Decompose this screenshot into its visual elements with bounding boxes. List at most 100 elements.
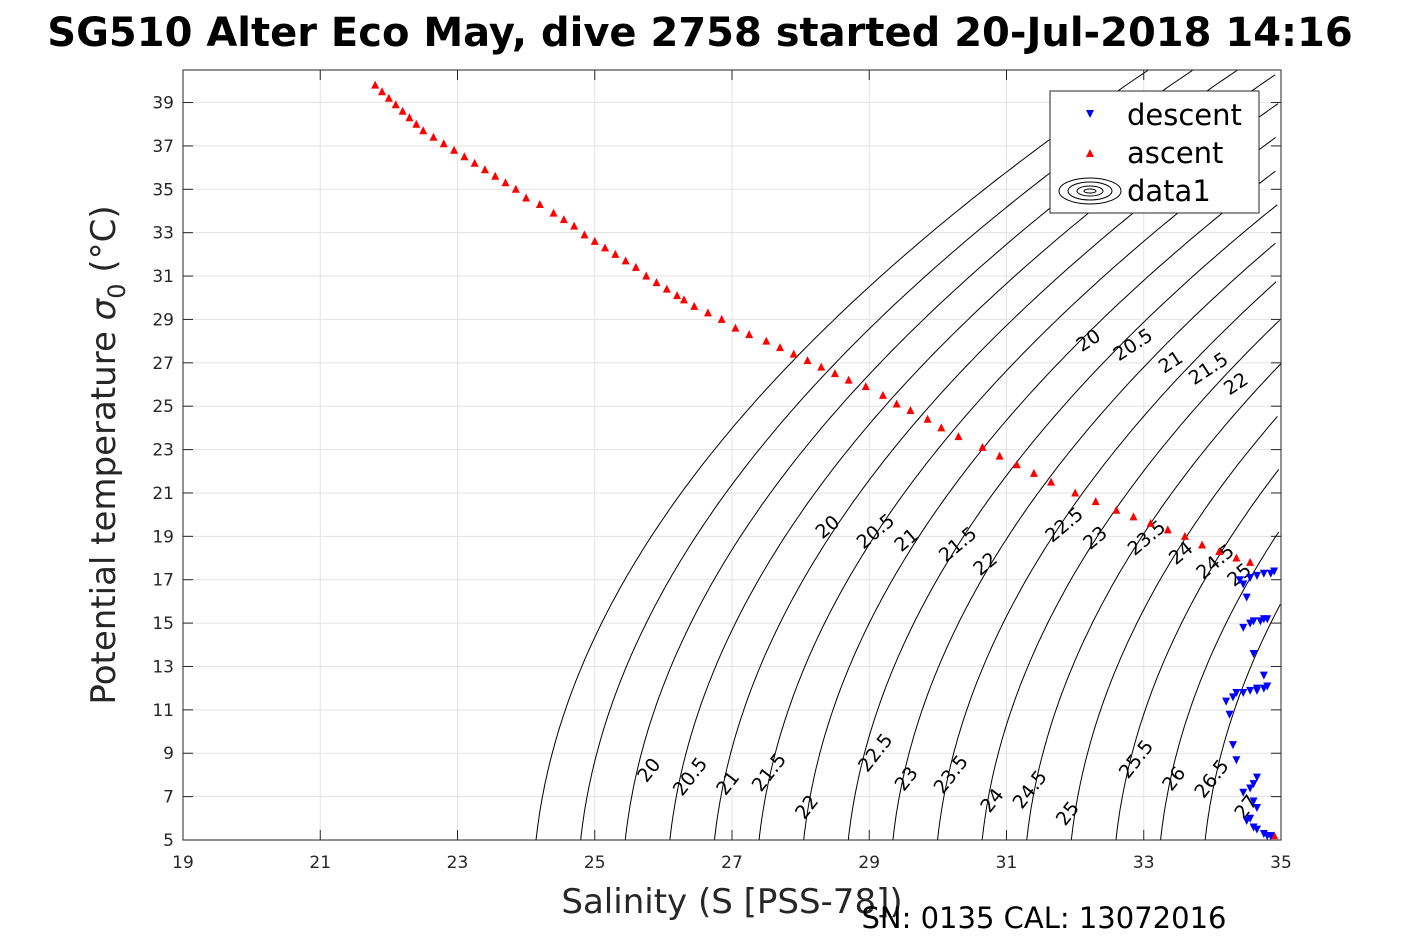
ascent-point <box>378 87 387 96</box>
ascent-point <box>570 221 579 230</box>
x-tick-label: 27 <box>721 853 743 873</box>
ascent-point <box>405 113 414 122</box>
ascent-point <box>501 178 510 187</box>
ascent-point <box>954 432 963 441</box>
descent-point <box>1232 689 1241 698</box>
ascent-point <box>776 343 785 352</box>
descent-point <box>1228 741 1237 750</box>
descent-point <box>1246 574 1255 583</box>
ascent-point <box>789 349 798 358</box>
isopycnal-line <box>535 69 1149 841</box>
ascent-point <box>803 356 812 365</box>
ascent-point <box>535 199 544 208</box>
y-tick-label: 37 <box>152 137 174 157</box>
descent-point <box>1246 814 1255 823</box>
ascent-point <box>601 243 610 252</box>
ascent-point <box>995 451 1004 460</box>
legend-ascent-label: ascent <box>1127 136 1223 170</box>
y-axis-label: Potential temperature σ0 (°C) <box>84 205 131 704</box>
y-tick-label: 35 <box>152 180 174 200</box>
isopycnal-line <box>1115 469 1280 841</box>
descent-point <box>1242 593 1251 602</box>
descent-point <box>1249 617 1258 626</box>
isopycnal-line <box>1070 416 1278 841</box>
y-tick-label: 11 <box>152 701 174 721</box>
ascent-point <box>817 362 826 371</box>
ascent-point <box>1232 553 1241 562</box>
y-tick-label: 39 <box>152 94 174 114</box>
isopycnal-line <box>580 69 1194 841</box>
x-tick-label: 33 <box>1133 853 1155 873</box>
descent-point <box>1239 788 1248 797</box>
ascent-point <box>690 301 699 310</box>
ascent-point <box>511 184 520 193</box>
chart-title: SG510 Alter Eco May, dive 2758 started 2… <box>47 10 1352 56</box>
descent-point <box>1252 686 1261 695</box>
ascent-point <box>398 106 407 115</box>
x-tick-label: 21 <box>309 853 331 873</box>
ascent-point <box>1112 505 1121 514</box>
descent-point <box>1259 829 1268 838</box>
ascent-point <box>830 369 839 378</box>
ascent-point <box>439 139 448 148</box>
ascent-point <box>590 236 599 245</box>
legend-data1-label: data1 <box>1127 174 1211 208</box>
ascent-point <box>844 375 853 384</box>
ascent-point <box>892 399 901 408</box>
legend-contour-icon <box>1058 177 1122 205</box>
legend-descent-marker <box>1086 110 1094 118</box>
isopycnal-line <box>847 204 1278 841</box>
ascent-point <box>480 165 489 174</box>
descent-point <box>1249 823 1258 832</box>
isopycnal-line <box>714 103 1279 841</box>
ascent-point <box>662 284 671 293</box>
y-tick-label: 23 <box>152 441 174 461</box>
x-tick-label: 23 <box>447 853 469 873</box>
descent-point <box>1249 780 1258 789</box>
ascent-point <box>1163 525 1172 534</box>
ascent-point <box>1215 547 1224 556</box>
ascent-point <box>731 323 740 332</box>
ascent-point <box>559 215 568 224</box>
ascent-point <box>1246 557 1255 566</box>
descent-point <box>1246 784 1255 793</box>
ascent-point <box>631 262 640 271</box>
y-tick-label: 29 <box>152 310 174 330</box>
x-tick-label: 31 <box>996 853 1018 873</box>
ascent-point <box>1129 512 1138 521</box>
descent-point <box>1263 682 1272 691</box>
descent-point <box>1246 686 1255 695</box>
descent-point <box>1225 710 1234 719</box>
ascent-point <box>611 249 620 258</box>
isopycnal-line <box>1160 531 1280 841</box>
descent-point <box>1228 693 1237 702</box>
y-tick-label: 31 <box>152 267 174 287</box>
isopycnal-line <box>937 281 1277 841</box>
ascent-point <box>371 80 380 89</box>
ascent-point <box>419 126 428 135</box>
descent-point <box>1222 697 1231 706</box>
x-axis-label: Salinity (S [PSS-78]) <box>561 882 902 922</box>
isopycnal-line <box>803 170 1276 841</box>
x-tick-label: 25 <box>584 853 606 873</box>
ascent-point <box>642 271 651 280</box>
x-tick-label: 19 <box>172 853 194 873</box>
ascent-point <box>491 171 500 180</box>
isopycnal-line <box>981 319 1280 841</box>
y-tick-label: 13 <box>152 657 174 677</box>
ascent-point <box>412 119 421 128</box>
y-tick-label: 33 <box>152 224 174 244</box>
ascent-point <box>937 423 946 432</box>
ascent-point <box>429 132 438 141</box>
descent-point <box>1242 816 1251 825</box>
descent-point <box>1249 797 1258 806</box>
serial-calibration-footer: SN: 0135 CAL: 13072016 <box>862 901 1227 935</box>
ascent-point <box>1180 531 1189 540</box>
y-tick-label: 19 <box>152 527 174 547</box>
ascent-point <box>745 330 754 339</box>
descent-point <box>1252 571 1261 580</box>
y-axis-label-text: Potential temperature <box>84 320 124 704</box>
ascent-point <box>978 442 987 451</box>
isopycnal-line <box>1204 603 1281 841</box>
